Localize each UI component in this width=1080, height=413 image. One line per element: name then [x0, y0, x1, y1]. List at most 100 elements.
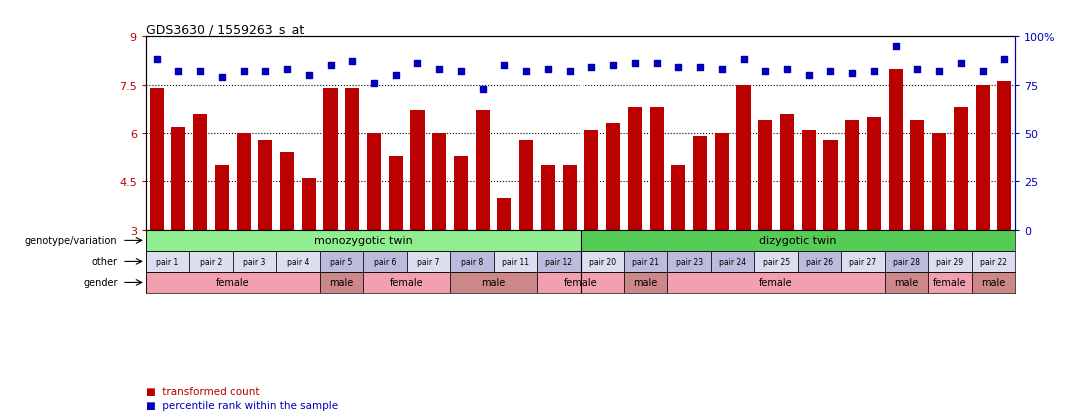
Point [539, 67, 556, 74]
Bar [581, 251, 624, 272]
Bar [363, 272, 450, 293]
Bar [885, 272, 929, 293]
Bar [581, 230, 1015, 251]
Bar [649, 108, 663, 230]
Text: pair 23: pair 23 [676, 257, 703, 266]
Point [670, 65, 687, 71]
Text: pair 11: pair 11 [502, 257, 529, 266]
Point [800, 73, 818, 79]
Bar [276, 251, 320, 272]
Bar [885, 251, 929, 272]
Bar [667, 251, 711, 272]
Bar [563, 166, 577, 230]
Bar [346, 89, 360, 230]
Text: genotype/variation: genotype/variation [25, 236, 118, 246]
Point [387, 73, 404, 79]
Text: female: female [759, 278, 793, 288]
Bar [798, 251, 841, 272]
Text: GDS3630 / 1559263_s_at: GDS3630 / 1559263_s_at [146, 23, 305, 36]
Text: pair 22: pair 22 [980, 257, 1007, 266]
Text: female: female [933, 278, 967, 288]
Bar [406, 251, 450, 272]
Bar [150, 89, 164, 230]
Bar [932, 134, 946, 230]
Bar [889, 69, 903, 230]
Point [713, 67, 730, 74]
Text: pair 4: pair 4 [287, 257, 309, 266]
Point [605, 63, 622, 69]
Bar [494, 251, 537, 272]
Point [257, 69, 274, 75]
Bar [320, 251, 363, 272]
Point [953, 61, 970, 67]
Point [996, 57, 1013, 64]
Bar [624, 251, 667, 272]
Bar [258, 140, 272, 230]
Point [343, 59, 361, 66]
Bar [367, 134, 381, 230]
Point [779, 67, 796, 74]
Bar [301, 179, 315, 230]
Text: other: other [92, 257, 118, 267]
Point [148, 57, 165, 64]
Point [974, 69, 991, 75]
Bar [541, 166, 555, 230]
Bar [667, 272, 885, 293]
Bar [389, 156, 403, 230]
Bar [780, 114, 794, 230]
Text: pair 5: pair 5 [330, 257, 352, 266]
Point [626, 61, 644, 67]
Text: pair 6: pair 6 [374, 257, 396, 266]
Point [908, 67, 926, 74]
Bar [584, 131, 598, 230]
Bar [841, 251, 885, 272]
Text: pair 2: pair 2 [200, 257, 222, 266]
Bar [823, 140, 837, 230]
Text: pair 29: pair 29 [936, 257, 963, 266]
Text: pair 28: pair 28 [893, 257, 920, 266]
Point [734, 57, 752, 64]
Bar [997, 82, 1011, 230]
Point [213, 74, 230, 81]
Text: pair 27: pair 27 [850, 257, 877, 266]
Point [191, 69, 208, 75]
Text: male: male [634, 278, 658, 288]
Bar [693, 137, 707, 230]
Point [496, 63, 513, 69]
Bar [929, 272, 972, 293]
Bar [450, 251, 494, 272]
Bar [363, 251, 406, 272]
Bar [172, 127, 186, 230]
Bar [758, 121, 772, 230]
Bar [715, 134, 729, 230]
Text: pair 26: pair 26 [806, 257, 833, 266]
Point [517, 69, 535, 75]
Bar [972, 272, 1015, 293]
Text: pair 8: pair 8 [461, 257, 483, 266]
Bar [711, 251, 754, 272]
Text: monozygotic twin: monozygotic twin [314, 236, 413, 246]
Bar [519, 140, 534, 230]
Point [822, 69, 839, 75]
Point [931, 69, 948, 75]
Text: male: male [982, 278, 1005, 288]
Bar [910, 121, 924, 230]
Text: pair 21: pair 21 [632, 257, 659, 266]
Point [453, 69, 470, 75]
Point [648, 61, 665, 67]
Bar [193, 114, 207, 230]
Bar [498, 198, 512, 230]
Bar [801, 131, 815, 230]
Text: pair 12: pair 12 [545, 257, 572, 266]
Bar [972, 251, 1015, 272]
Text: female: female [390, 278, 423, 288]
Bar [867, 118, 881, 230]
Bar [954, 108, 968, 230]
Text: dizygotic twin: dizygotic twin [759, 236, 837, 246]
Bar [537, 272, 624, 293]
Point [865, 69, 882, 75]
Bar [624, 272, 667, 293]
Point [474, 86, 491, 93]
Point [235, 69, 253, 75]
Bar [237, 134, 251, 230]
